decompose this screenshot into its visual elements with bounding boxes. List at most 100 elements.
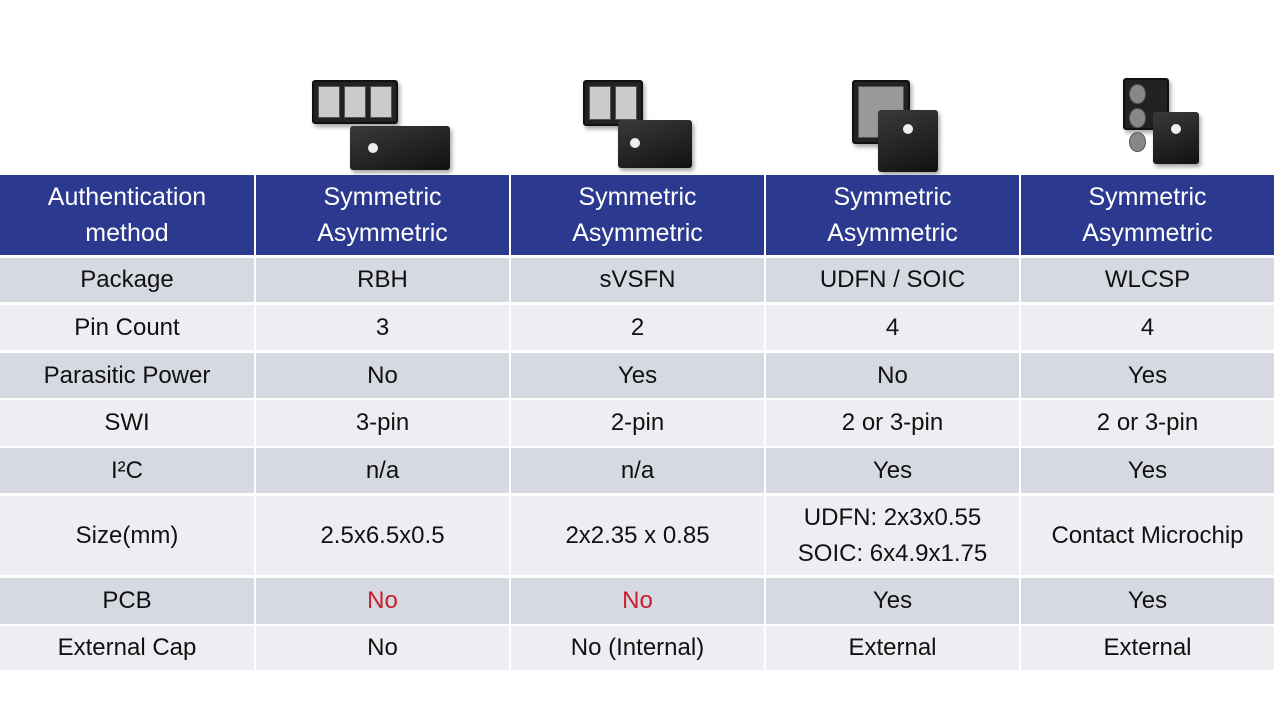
header-label-cell: Authentication method <box>0 175 254 255</box>
table-cell: 2 <box>511 305 764 350</box>
table-row: Pin Count 3 2 4 4 <box>0 305 1278 350</box>
header-line: Symmetric <box>833 183 952 211</box>
table-row: Size(mm) 2.5x6.5x0.5 2x2.35 x 0.85 UDFN: 2x… <box>0 496 1278 575</box>
table-cell: 2x2.35 x 0.85 <box>511 496 764 575</box>
table-cell: 4 <box>1021 305 1274 350</box>
cell-text: 2 <box>630 313 645 341</box>
table-cell: No <box>766 353 1019 398</box>
row-label: SWI <box>0 400 254 446</box>
header-label-line: method <box>85 219 169 247</box>
table-cell: n/a <box>511 448 764 493</box>
table-cell: 2.5x6.5x0.5 <box>256 496 509 575</box>
cell-text: n/a <box>620 456 655 484</box>
table-cell: Yes <box>1021 353 1274 398</box>
cell-text: Contact Microchip <box>1051 521 1244 549</box>
table-cell: sVSFN <box>511 258 764 302</box>
table-cell: 4 <box>766 305 1019 350</box>
udfn-soic-package-image <box>810 60 1060 175</box>
svsfn-package-image <box>555 60 805 175</box>
row-label: I²C <box>0 448 254 493</box>
header-line: Asymmetric <box>317 219 448 247</box>
table-row: I²C n/a n/a Yes Yes <box>0 448 1278 493</box>
row-label: Size(mm) <box>0 496 254 575</box>
header-label-line: Authentication <box>47 183 207 211</box>
table-cell: UDFN / SOIC <box>766 258 1019 302</box>
header-cell-udfn: Symmetric Asymmetric <box>766 175 1019 255</box>
cell-text: 2 or 3-pin <box>1096 409 1199 436</box>
table-cell: Yes <box>1021 448 1274 493</box>
table-cell: No <box>256 353 509 398</box>
header-line: Asymmetric <box>1082 219 1213 247</box>
table-cell: 2 or 3-pin <box>766 400 1019 446</box>
cell-text: 3 <box>375 313 390 341</box>
cell-text: Yes <box>1127 587 1168 614</box>
cell-text: Yes <box>617 361 658 389</box>
table-cell: WLCSP <box>1021 258 1274 302</box>
table-cell: 2 or 3-pin <box>1021 400 1274 446</box>
cell-text: Yes <box>1127 361 1168 389</box>
table-cell: RBH <box>256 258 509 302</box>
cell-text: Yes <box>1127 456 1168 484</box>
table-row: PCB No No Yes Yes <box>0 578 1278 624</box>
table-cell: No <box>256 578 509 624</box>
table-cell: 3 <box>256 305 509 350</box>
header-row: Authentication method Symmetric Asymmetric… <box>0 175 1278 255</box>
cell-text: External <box>848 634 937 661</box>
header-line: Symmetric <box>323 183 442 211</box>
table-row: Package RBH sVSFN UDFN / SOIC WLCSP <box>0 258 1278 302</box>
cell-text: No <box>877 361 908 389</box>
row-label: External Cap <box>0 626 254 670</box>
cell-text: No (Internal) <box>570 634 705 661</box>
cell-text: 2 or 3-pin <box>841 409 944 436</box>
cell-text: External <box>1103 634 1192 661</box>
header-cell-svsfn: Symmetric Asymmetric <box>511 175 764 255</box>
cell-text: 3-pin <box>355 409 410 436</box>
cell-text: UDFN: 2x3x0.55 <box>803 503 982 531</box>
cell-text: No <box>367 361 398 389</box>
table-cell: No <box>511 578 764 624</box>
cell-text: Yes <box>872 456 913 484</box>
table-row: External Cap No No (Internal) External Exter… <box>0 626 1278 670</box>
table-cell: No <box>256 626 509 670</box>
cell-text: SOIC: 6x4.9x1.75 <box>797 539 988 567</box>
table-cell: 3-pin <box>256 400 509 446</box>
header-line: Symmetric <box>578 183 697 211</box>
row-label: Package <box>0 258 254 302</box>
cell-text: 2-pin <box>610 409 665 436</box>
package-images <box>0 60 1280 175</box>
cell-text: No <box>622 587 653 614</box>
row-label: Parasitic Power <box>0 353 254 398</box>
cell-text: 2.5x6.5x0.5 <box>320 521 445 549</box>
row-label: PCB <box>0 578 254 624</box>
rbh-package-image <box>300 60 550 175</box>
table-cell: Yes <box>511 353 764 398</box>
cell-text: No <box>367 587 398 614</box>
wlcsp-package-image <box>1065 60 1280 175</box>
table-cell: n/a <box>256 448 509 493</box>
table-cell: Contact Microchip <box>1021 496 1274 575</box>
header-line: Asymmetric <box>572 219 703 247</box>
cell-text: sVSFN <box>599 266 676 293</box>
cell-text: RBH <box>357 266 408 293</box>
table-cell: Yes <box>766 448 1019 493</box>
header-cell-rbh: Symmetric Asymmetric <box>256 175 509 255</box>
table-cell: External <box>1021 626 1274 670</box>
table-row: Parasitic Power No Yes No Yes <box>0 353 1278 398</box>
table-row: SWI 3-pin 2-pin 2 or 3-pin 2 or 3-pin <box>0 400 1278 446</box>
cell-text: Yes <box>872 587 913 614</box>
table-cell: External <box>766 626 1019 670</box>
table-cell: Yes <box>766 578 1019 624</box>
table-cell: UDFN: 2x3x0.55 SOIC: 6x4.9x1.75 <box>766 496 1019 575</box>
header-line: Symmetric <box>1088 183 1207 211</box>
cell-text: 2x2.35 x 0.85 <box>565 521 710 549</box>
cell-text: n/a <box>365 456 400 484</box>
header-cell-wlcsp: Symmetric Asymmetric <box>1021 175 1274 255</box>
row-label: Pin Count <box>0 305 254 350</box>
table-cell: No (Internal) <box>511 626 764 670</box>
cell-text: 4 <box>885 313 900 341</box>
header-line: Asymmetric <box>827 219 958 247</box>
cell-text: 4 <box>1140 313 1155 341</box>
cell-text: No <box>367 634 398 661</box>
table-cell: 2-pin <box>511 400 764 446</box>
cell-text: WLCSP <box>1104 266 1191 293</box>
